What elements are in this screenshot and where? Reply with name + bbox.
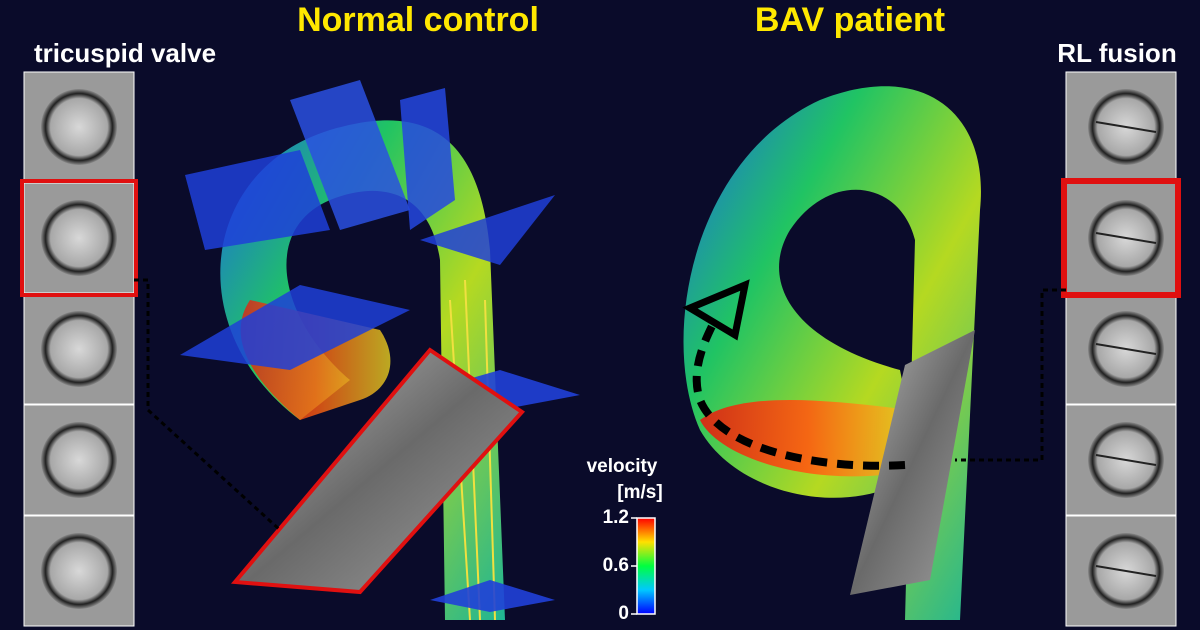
colorbar-title: velocity [587, 456, 658, 477]
highlight-frame [20, 179, 138, 297]
valve-line [1095, 232, 1157, 244]
valve-strip [1061, 71, 1181, 627]
colorbar-tick-label: 0.6 [603, 555, 629, 576]
valve-line [1095, 121, 1157, 133]
right-title: BAV patient [755, 1, 945, 39]
valve [41, 89, 117, 165]
connector [955, 288, 1066, 462]
colorbar: velocity [m/s] 1.2 0.6 0 [587, 456, 663, 624]
valve-line [1095, 454, 1157, 466]
valve [41, 311, 117, 387]
right-strip-label: RL fusion [1057, 38, 1176, 68]
valve-line [1095, 565, 1157, 577]
left-strip-label: tricuspid valve [34, 38, 216, 68]
bav-aorta [682, 86, 981, 621]
valve [41, 533, 117, 609]
left-title: Normal control [297, 1, 539, 39]
colorbar-unit: [m/s] [617, 482, 662, 503]
colorbar-bar [636, 517, 656, 615]
valve-strip [20, 71, 138, 627]
valve [41, 422, 117, 498]
valve-line [1095, 343, 1157, 355]
valve [41, 200, 117, 276]
colorbar-tick-label: 1.2 [603, 507, 629, 528]
normal-aorta [180, 80, 580, 621]
highlight-frame [1061, 178, 1181, 298]
colorbar-tick-label: 0 [618, 603, 629, 624]
